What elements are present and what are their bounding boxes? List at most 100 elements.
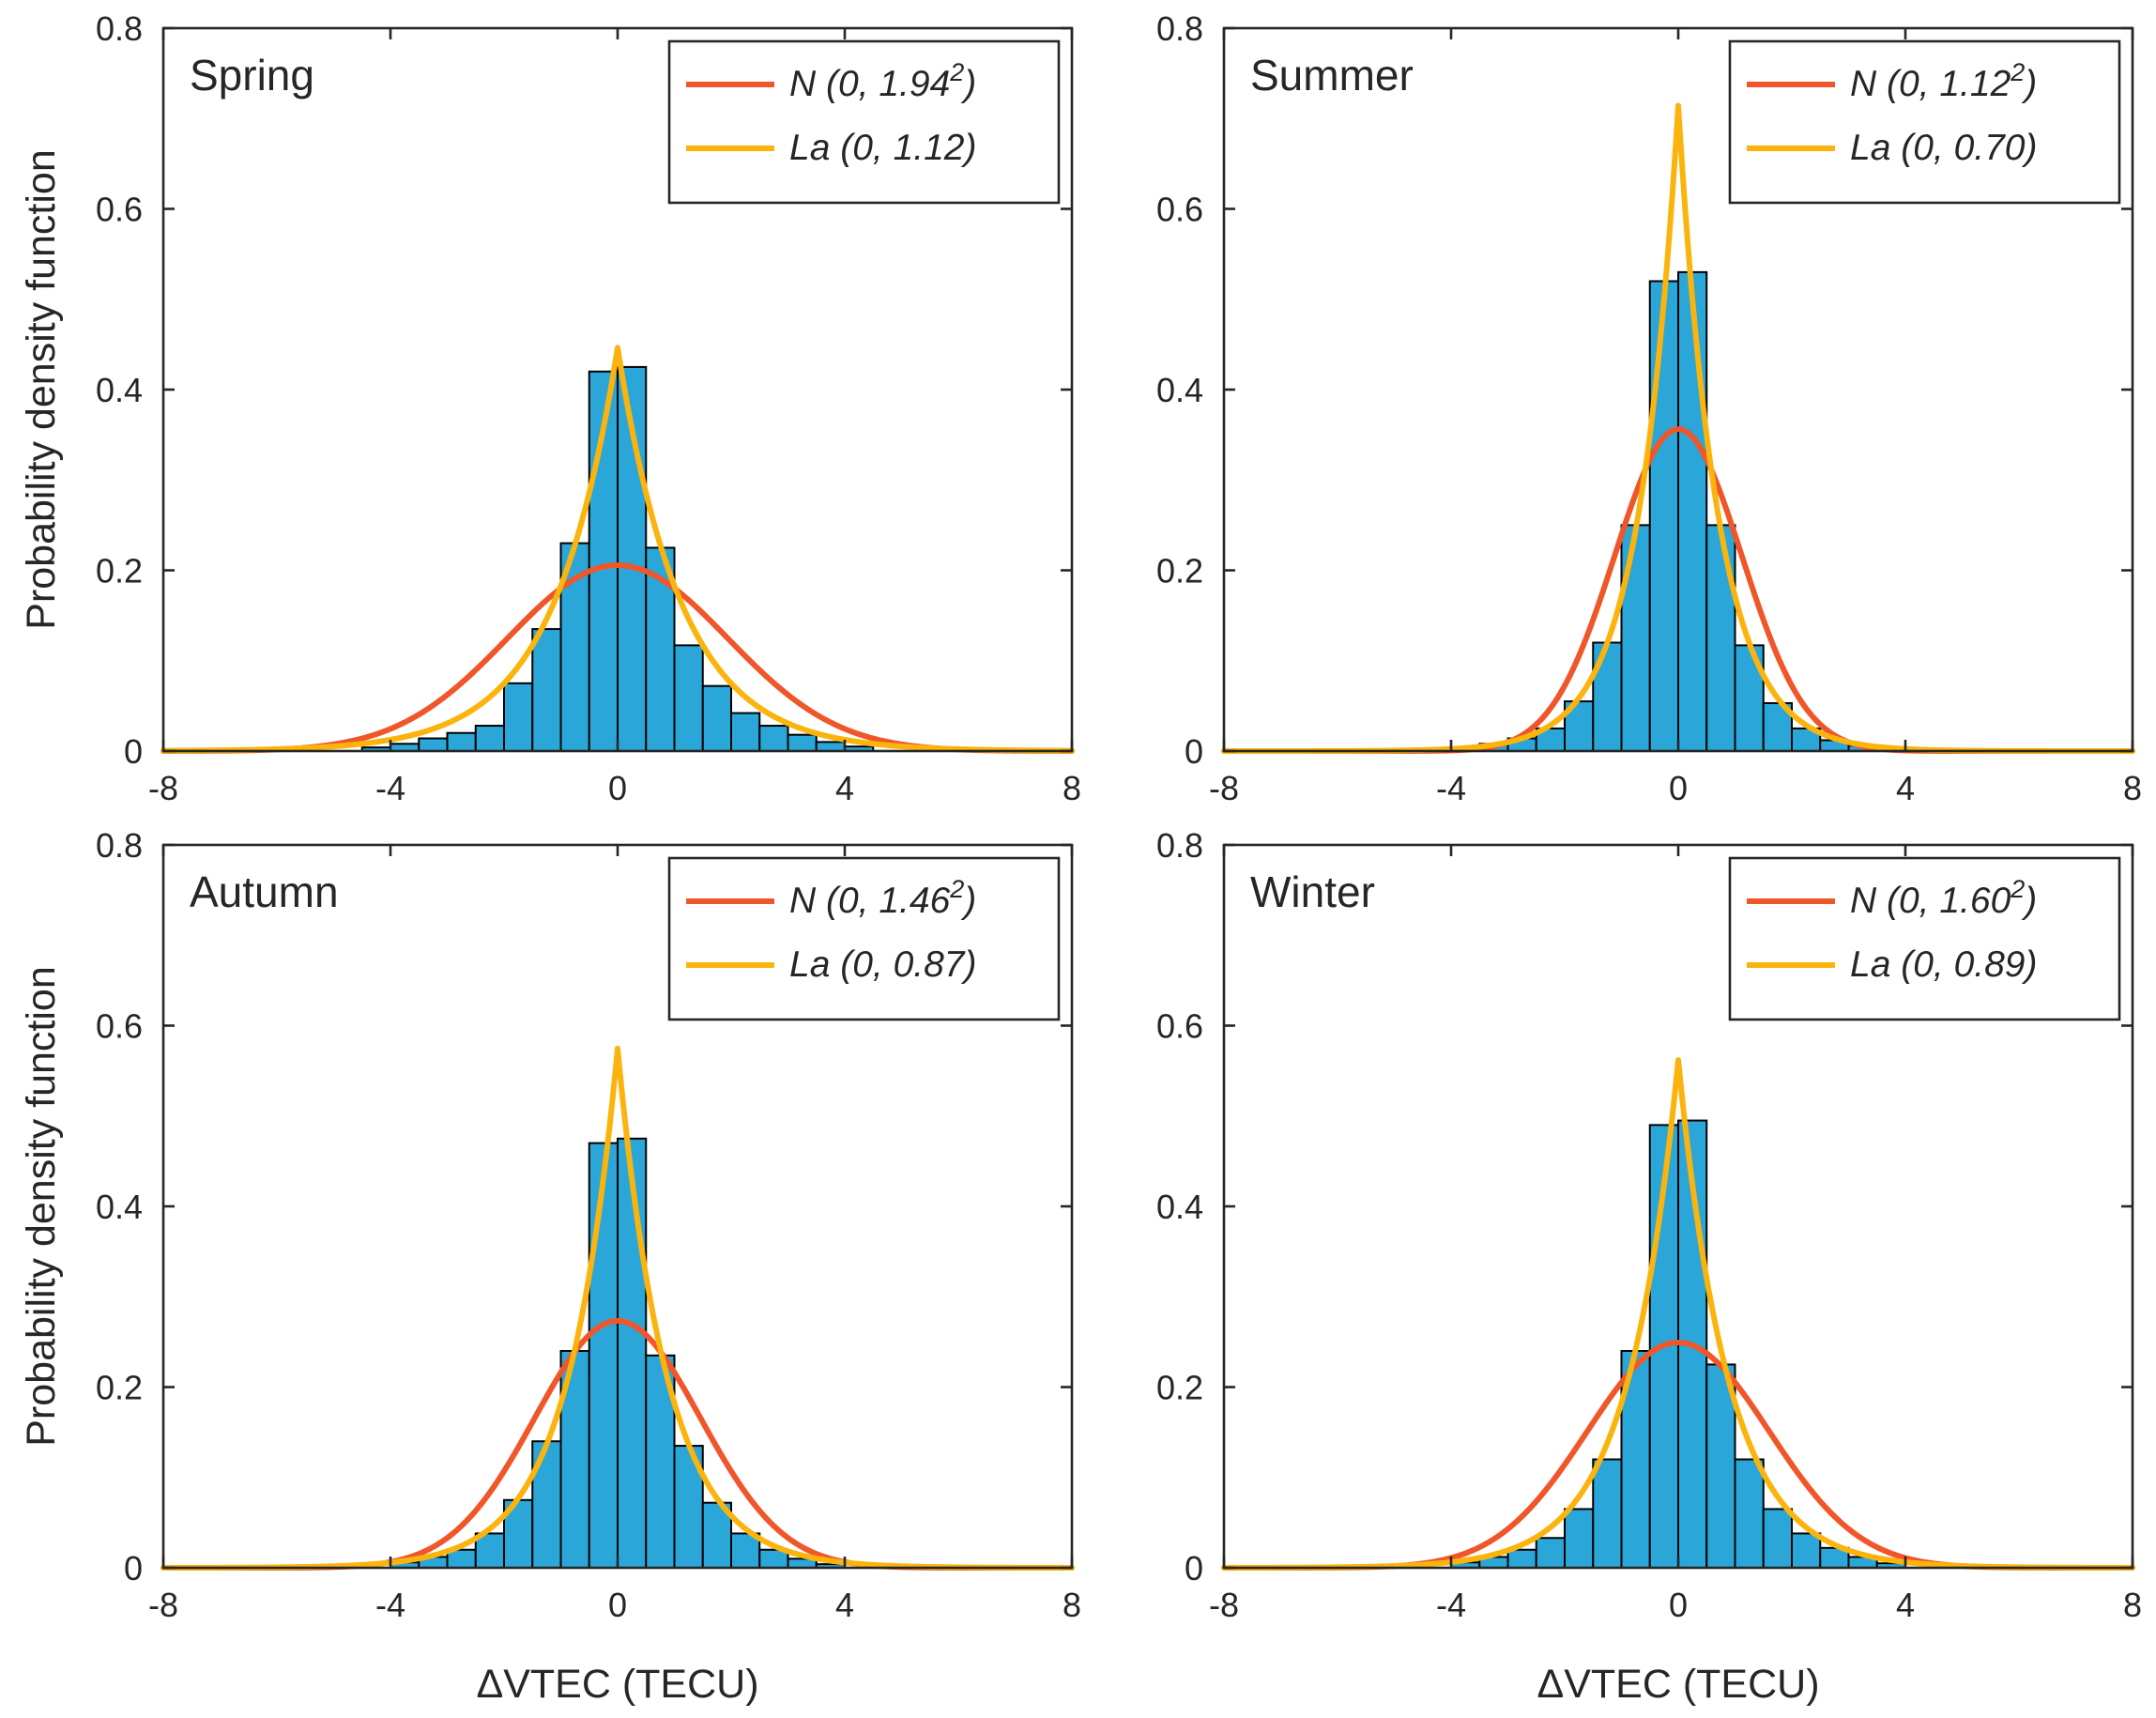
legend-entry-label: La (0, 0.87)	[789, 944, 976, 985]
legend-entry-label: La (0, 0.89)	[1850, 944, 2037, 985]
histogram-bar	[588, 1142, 619, 1569]
histogram-bar	[1535, 1537, 1566, 1570]
histogram-bar	[1762, 1508, 1793, 1569]
x-tick-label: 8	[1063, 1586, 1081, 1624]
legend-entry-superscript: 2	[2010, 875, 2025, 903]
histogram-bar	[730, 712, 761, 753]
legend-entry-close: )	[2021, 64, 2037, 104]
histogram-bar	[1648, 280, 1679, 752]
y-tick-label: 0.8	[96, 9, 143, 48]
x-tick-label: -4	[375, 769, 405, 807]
panel-title: Autumn	[190, 867, 339, 916]
histogram-bar	[531, 1440, 562, 1569]
legend-box	[667, 856, 1061, 1021]
panel-title: Summer	[1250, 51, 1414, 100]
legend-entry: N (0, 1.602)	[1850, 875, 2037, 921]
x-axis-label: ΔVTEC (TECU)	[476, 1662, 758, 1707]
x-tick-label: -4	[375, 1586, 405, 1624]
y-tick-label: 0.2	[96, 552, 143, 591]
laplace-fit-curve	[1221, 1057, 2135, 1571]
legend-entry-label: La (0, 1.12)	[789, 128, 976, 168]
legend-entry-superscript: 2	[2010, 58, 2025, 86]
legend-entry: N (0, 1.942)	[789, 58, 976, 104]
legend: N (0, 1.602) La (0, 0.89)	[1728, 856, 2121, 1021]
y-tick-label: 0	[124, 1549, 143, 1588]
y-tick-label: 0.4	[1156, 371, 1203, 409]
x-tick-label: 8	[2123, 769, 2142, 807]
histogram-bar	[1677, 270, 1708, 752]
y-tick-label: 0.2	[96, 1369, 143, 1407]
x-tick-label: 4	[1896, 1586, 1915, 1624]
legend-entry-superscript: 2	[949, 875, 964, 903]
histogram-bar	[446, 731, 477, 752]
legend: N (0, 1.122) La (0, 0.70)	[1728, 39, 2121, 205]
x-tick-label: 0	[608, 769, 627, 807]
legend-entry-label: La (0, 0.70)	[1850, 128, 2037, 168]
x-tick-label: 0	[608, 1586, 627, 1624]
histogram-bar	[1592, 1458, 1623, 1569]
histogram-bar	[1564, 1508, 1595, 1569]
histogram-bar	[418, 737, 449, 753]
histogram-bar	[1620, 524, 1651, 752]
histogram-bar	[1791, 1532, 1822, 1570]
histogram-bar	[787, 733, 818, 752]
legend-entry-close: )	[2021, 881, 2037, 921]
y-tick-label: 0.8	[1156, 826, 1203, 865]
x-tick-label: 0	[1669, 769, 1688, 807]
histogram-bar	[1592, 641, 1623, 752]
legend-entry-label: N (0, 1.46	[789, 881, 951, 921]
legend-entry: La (0, 0.70)	[1850, 128, 2037, 168]
y-axis-label: Probability density function	[19, 149, 64, 630]
histogram-bar	[1734, 1458, 1765, 1569]
x-tick-label: 4	[835, 1586, 854, 1624]
y-tick-label: 0.2	[1156, 1369, 1203, 1407]
histogram-bar	[701, 684, 732, 753]
histogram-bar	[474, 725, 505, 752]
legend-box	[1728, 39, 2121, 205]
y-tick-label: 0	[1185, 732, 1203, 771]
panel-winter: -8 -4 0 4 8 0 0.2 0.4 0.6 0.8 Winter N (0, 1.602) La…	[1156, 826, 2142, 1707]
legend: N (0, 1.942) La (0, 1.12)	[667, 39, 1061, 205]
histogram-bar	[617, 1137, 648, 1569]
legend-entry-close: )	[960, 64, 976, 104]
x-tick-label: -8	[148, 769, 178, 807]
y-tick-label: 0	[1185, 1549, 1203, 1588]
legend-entry: N (0, 1.462)	[789, 875, 976, 921]
y-tick-label: 0.4	[1156, 1188, 1203, 1226]
x-tick-label: -8	[1209, 769, 1239, 807]
panel-spring: -8 -4 0 4 8 0 0.2 0.4 0.6 0.8 Spring N (0, 1.942) La…	[19, 9, 1081, 807]
panel-summer: -8 -4 0 4 8 0 0.2 0.4 0.6 0.8 Summer N (0, 1.122) La…	[1156, 9, 2142, 807]
histogram-bar	[758, 725, 789, 752]
panel-title: Winter	[1250, 867, 1375, 916]
y-tick-label: 0.2	[1156, 552, 1203, 591]
x-tick-label: 4	[1896, 769, 1915, 807]
y-tick-label: 0.4	[96, 371, 143, 409]
x-tick-label: 4	[835, 769, 854, 807]
legend-box	[1728, 856, 2121, 1021]
x-tick-label: -8	[148, 1586, 178, 1624]
x-tick-label: -4	[1436, 769, 1466, 807]
y-tick-label: 0.6	[96, 191, 143, 229]
y-tick-label: 0.6	[1156, 1007, 1203, 1046]
y-tick-label: 0.6	[96, 1007, 143, 1046]
legend-entry: La (0, 1.12)	[789, 128, 976, 168]
y-tick-label: 0.6	[1156, 191, 1203, 229]
x-tick-label: -8	[1209, 1586, 1239, 1624]
y-tick-label: 0.8	[96, 826, 143, 865]
histogram-bar	[673, 644, 704, 753]
legend-entry: La (0, 0.87)	[789, 944, 976, 985]
y-tick-label: 0.4	[96, 1188, 143, 1226]
legend: N (0, 1.462) La (0, 0.87)	[667, 856, 1061, 1021]
histogram-bar	[815, 741, 846, 752]
legend-entry: La (0, 0.89)	[1850, 944, 2037, 985]
panel-autumn: -8 -4 0 4 8 0 0.2 0.4 0.6 0.8 Autumn N (0, 1.462) La…	[19, 826, 1081, 1707]
legend-entry-label: N (0, 1.60	[1850, 881, 2011, 921]
x-tick-label: 8	[1063, 769, 1081, 807]
y-axis-label: Probability density function	[19, 966, 64, 1447]
x-tick-label: 8	[2123, 1586, 2142, 1624]
histogram-bar	[1705, 524, 1736, 752]
laplace-fit-curve	[161, 345, 1075, 754]
x-axis-label: ΔVTEC (TECU)	[1537, 1662, 1819, 1707]
histogram-bar	[1506, 1548, 1537, 1569]
legend-entry-superscript: 2	[949, 58, 964, 86]
